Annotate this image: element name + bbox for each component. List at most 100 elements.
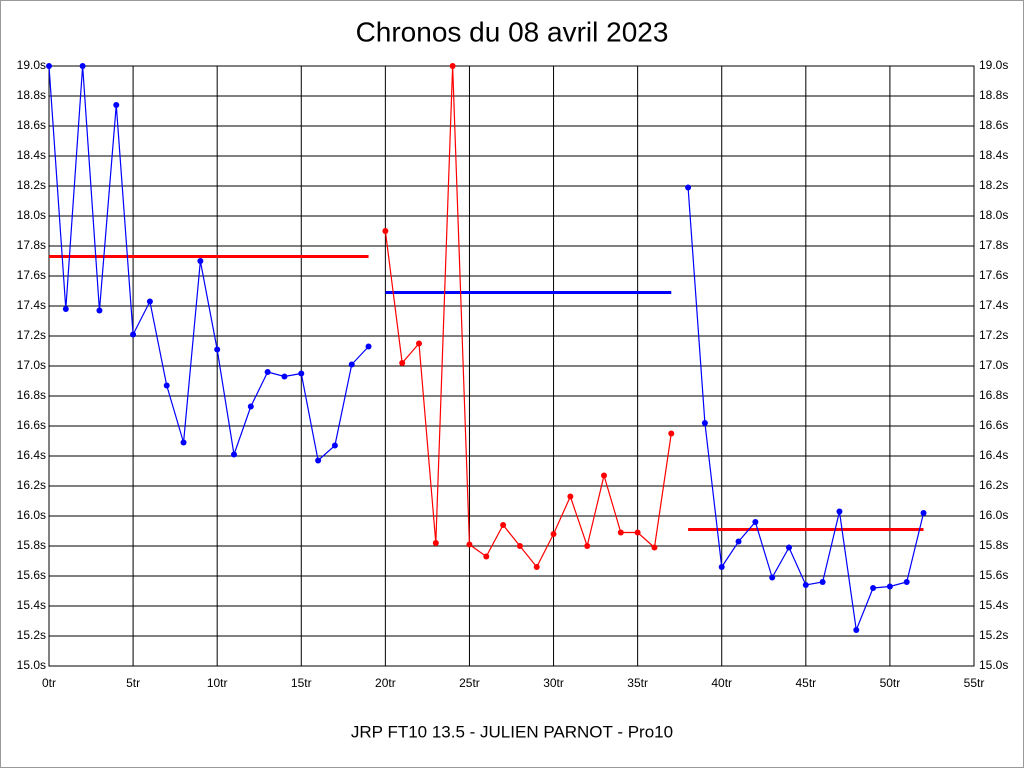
y2-tick-label: 17.2s <box>979 328 1008 342</box>
data-point <box>752 519 759 525</box>
y2-tick-label: 15.0s <box>979 658 1008 672</box>
y2-tick-label: 17.0s <box>979 358 1008 372</box>
data-point <box>416 340 422 347</box>
data-point <box>920 510 927 516</box>
y2-tick-label: 15.4s <box>979 598 1008 612</box>
y2-tick-label: 17.4s <box>979 298 1008 312</box>
y-tick-label: 17.8s <box>17 238 46 252</box>
y-tick-label: 15.4s <box>17 598 46 612</box>
data-point <box>668 430 675 437</box>
data-point <box>870 585 877 591</box>
data-point <box>331 442 338 449</box>
y-tick-label: 16.4s <box>17 448 46 462</box>
data-point <box>466 541 473 548</box>
data-point <box>214 346 221 353</box>
y-tick-label: 17.2s <box>17 328 46 342</box>
data-point <box>365 343 372 350</box>
footer: JRP FT10 13.5 - JULIEN PARNOT - Pro10 <box>351 722 673 741</box>
data-point <box>836 508 843 515</box>
x-tick-label: 15tr <box>291 676 312 690</box>
data-point <box>819 579 826 585</box>
data-point <box>231 451 237 458</box>
data-point <box>113 102 120 108</box>
y-tick-label: 18.6s <box>17 118 46 132</box>
x-tick-label: 45tr <box>795 676 816 690</box>
data-point <box>500 522 507 528</box>
y2-tick-label: 16.6s <box>979 418 1008 432</box>
y2-tick-label: 16.4s <box>979 448 1008 462</box>
y2-tick-label: 15.8s <box>979 538 1008 552</box>
data-point <box>483 553 490 560</box>
data-point <box>449 63 456 69</box>
data-point <box>96 307 103 314</box>
y-tick-label: 18.2s <box>17 178 46 192</box>
x-tick-label: 55tr <box>964 676 985 690</box>
y-tick-label: 17.0s <box>17 358 46 372</box>
y2-tick-label: 18.6s <box>979 118 1008 132</box>
y-tick-label: 15.2s <box>17 628 46 642</box>
y2-tick-label: 19.0s <box>979 58 1008 72</box>
y-tick-label: 16.2s <box>17 478 46 492</box>
data-point <box>802 582 809 588</box>
x-tick-label: 40tr <box>711 676 732 690</box>
data-point <box>685 184 692 191</box>
y2-tick-label: 18.2s <box>979 178 1008 192</box>
y2-tick-label: 16.2s <box>979 478 1008 492</box>
y-tick-label: 16.6s <box>17 418 46 432</box>
y2-tick-label: 16.0s <box>979 508 1008 522</box>
data-point <box>264 369 271 375</box>
y-tick-label: 18.4s <box>17 148 46 162</box>
data-point <box>516 543 523 549</box>
series-line <box>48 65 369 462</box>
data-point <box>617 529 624 536</box>
data-point <box>399 360 406 366</box>
data-point <box>315 457 322 464</box>
data-point <box>735 538 742 545</box>
y-tick-label: 17.4s <box>17 298 46 312</box>
data-point <box>651 544 658 551</box>
data-point <box>903 579 910 585</box>
data-point <box>634 529 641 536</box>
y-tick-label: 18.8s <box>17 88 46 102</box>
data-point <box>79 63 86 69</box>
y2-tick-label: 18.0s <box>979 208 1008 222</box>
data-point <box>163 382 170 389</box>
y2-tick-label: 18.8s <box>979 88 1008 102</box>
y-tick-label: 19.0s <box>17 58 46 72</box>
data-point <box>146 298 153 305</box>
data-point <box>382 228 389 234</box>
chart-title: Chronos du 08 avril 2023 <box>356 16 669 47</box>
y-tick-label: 15.0s <box>17 658 46 672</box>
y2-tick-label: 17.6s <box>979 268 1008 282</box>
y2-tick-label: 16.8s <box>979 388 1008 402</box>
y-tick-label: 17.6s <box>17 268 46 282</box>
data-point <box>886 583 893 590</box>
data-point <box>769 574 776 581</box>
data-point <box>550 531 557 537</box>
x-tick-label: 50tr <box>880 676 901 690</box>
plot-border <box>48 65 975 667</box>
data-point <box>567 493 574 500</box>
y2-tick-label: 15.2s <box>979 628 1008 642</box>
data-point <box>853 627 860 633</box>
y-tick-label: 15.6s <box>17 568 46 582</box>
x-tick-label: 0tr <box>42 676 56 690</box>
data-point <box>701 420 708 426</box>
data-point <box>432 540 439 546</box>
data-point <box>601 472 607 479</box>
x-tick-label: 35tr <box>627 676 648 690</box>
y-tick-label: 15.8s <box>17 538 46 552</box>
y-tick-label: 16.8s <box>17 388 46 402</box>
data-point <box>46 63 52 69</box>
x-tick-label: 20tr <box>375 676 396 690</box>
x-tick-label: 5tr <box>126 676 140 690</box>
data-point <box>247 403 254 410</box>
y2-tick-label: 18.4s <box>979 148 1008 162</box>
y2-tick-label: 15.6s <box>979 568 1008 582</box>
data-point <box>62 306 69 312</box>
data-point <box>584 543 591 549</box>
x-tick-label: 25tr <box>459 676 480 690</box>
x-tick-label: 10tr <box>207 676 228 690</box>
